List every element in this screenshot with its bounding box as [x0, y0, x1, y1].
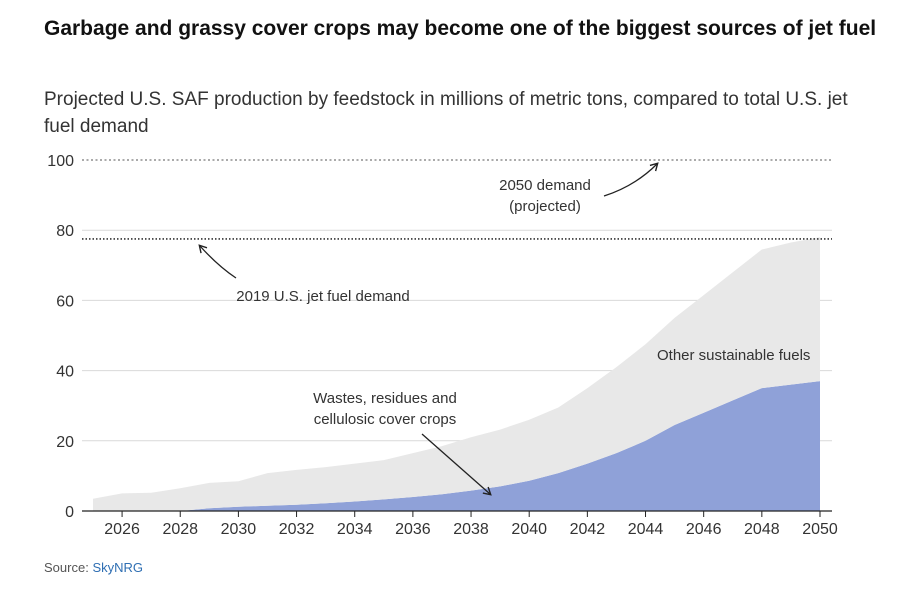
source-link[interactable]: SkyNRG: [92, 560, 143, 575]
x-tick-label-2046: 2046: [686, 521, 722, 538]
x-tick-label-2048: 2048: [744, 521, 780, 538]
source-label: Source:: [44, 560, 89, 575]
area-series-1: [93, 237, 820, 511]
x-tick-label-2026: 2026: [104, 521, 140, 538]
x-tick-label-2050: 2050: [802, 521, 838, 538]
y-tick-label-80: 80: [56, 223, 74, 240]
label-wastes-line1: Wastes, residues and: [313, 390, 457, 407]
x-tick-label-2038: 2038: [453, 521, 489, 538]
x-tick-label-2034: 2034: [337, 521, 373, 538]
y-tick-label-40: 40: [56, 364, 74, 381]
x-tick-label-2032: 2032: [279, 521, 315, 538]
y-tick-label-0: 0: [65, 504, 74, 521]
x-tick-label-2028: 2028: [162, 521, 198, 538]
label-wastes-line2: cellulosic cover crops: [314, 411, 457, 428]
y-tick-label-60: 60: [56, 293, 74, 310]
arrow-2019-demand: [198, 244, 237, 279]
source-note: Source: SkyNRG: [44, 560, 143, 575]
x-tick-label-2044: 2044: [628, 521, 664, 538]
x-tick-label-2042: 2042: [570, 521, 606, 538]
y-tick-label-100: 100: [47, 153, 74, 170]
chart-title: Garbage and grassy cover crops may becom…: [44, 17, 877, 40]
arrow-wastes: [421, 433, 492, 496]
label-other-fuels: Other sustainable fuels: [657, 347, 810, 364]
label-2019-demand: 2019 U.S. jet fuel demand: [236, 288, 409, 305]
reference-lines: [82, 159, 832, 240]
chart-subtitle: Projected U.S. SAF production by feedsto…: [44, 89, 848, 137]
label-2050-demand-line1: 2050 demand: [499, 177, 591, 194]
area-series: [93, 237, 820, 511]
annotations: Other sustainable fuels Wastes, residues…: [198, 162, 810, 496]
x-tick-label-2030: 2030: [221, 521, 257, 538]
y-tick-label-20: 20: [56, 434, 74, 451]
area-series-0: [93, 381, 820, 511]
label-2050-demand-line2: (projected): [509, 198, 581, 215]
arrow-2050-demand: [603, 162, 659, 197]
x-tick-label-2036: 2036: [395, 521, 431, 538]
x-tick-label-2040: 2040: [511, 521, 547, 538]
